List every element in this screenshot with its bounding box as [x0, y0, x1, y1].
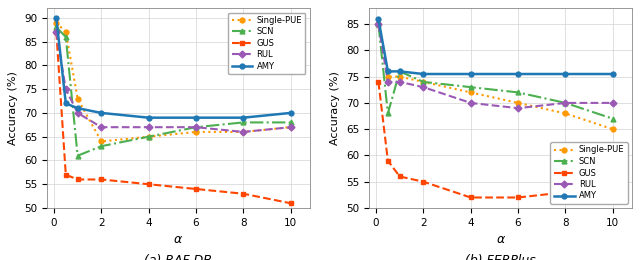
Line: Single-PUE: Single-PUE — [54, 20, 293, 144]
X-axis label: α: α — [174, 233, 182, 246]
SCN — [514, 91, 522, 94]
Single-PUE — [420, 80, 428, 83]
Line: SCN: SCN — [376, 22, 615, 121]
Line: AMY: AMY — [376, 16, 615, 76]
Single-PUE — [74, 97, 81, 100]
RUL — [374, 23, 382, 26]
AMY — [420, 73, 428, 76]
Y-axis label: Accuracy (%): Accuracy (%) — [8, 71, 19, 145]
RUL — [384, 80, 392, 83]
Single-PUE — [239, 130, 247, 133]
RUL — [62, 88, 70, 91]
AMY — [287, 111, 294, 114]
AMY — [396, 70, 404, 73]
Title: (b) FERPlus: (b) FERPlus — [465, 254, 536, 260]
AMY — [609, 73, 616, 76]
Legend: Single-PUE, SCN, GUS, RUL, AMY: Single-PUE, SCN, GUS, RUL, AMY — [228, 12, 305, 74]
RUL — [609, 101, 616, 105]
GUS — [514, 196, 522, 199]
GUS — [467, 196, 474, 199]
SCN — [420, 80, 428, 83]
GUS — [74, 178, 81, 181]
GUS — [609, 180, 616, 183]
Single-PUE — [514, 101, 522, 105]
Single-PUE — [62, 30, 70, 34]
Line: GUS: GUS — [376, 80, 615, 200]
SCN — [384, 112, 392, 115]
GUS — [396, 175, 404, 178]
RUL — [287, 126, 294, 129]
Single-PUE — [384, 75, 392, 78]
RUL — [145, 126, 152, 129]
GUS — [374, 80, 382, 83]
AMY — [239, 116, 247, 119]
AMY — [145, 116, 152, 119]
Line: RUL: RUL — [376, 22, 615, 110]
AMY — [192, 116, 200, 119]
SCN — [561, 101, 569, 105]
SCN — [145, 135, 152, 138]
AMY — [467, 73, 474, 76]
RUL — [52, 30, 60, 34]
Line: RUL: RUL — [54, 30, 293, 134]
RUL — [467, 101, 474, 105]
SCN — [287, 121, 294, 124]
Line: Single-PUE: Single-PUE — [376, 22, 615, 132]
Single-PUE — [374, 23, 382, 26]
Single-PUE — [609, 128, 616, 131]
Title: (a) RAF-DB: (a) RAF-DB — [144, 254, 212, 260]
RUL — [420, 86, 428, 89]
GUS — [287, 202, 294, 205]
RUL — [514, 107, 522, 110]
SCN — [62, 35, 70, 38]
RUL — [239, 130, 247, 133]
Single-PUE — [396, 75, 404, 78]
AMY — [374, 17, 382, 20]
SCN — [609, 117, 616, 120]
SCN — [239, 121, 247, 124]
RUL — [396, 80, 404, 83]
Y-axis label: Accuracy (%): Accuracy (%) — [330, 71, 340, 145]
GUS — [561, 191, 569, 194]
Line: SCN: SCN — [54, 25, 293, 158]
RUL — [97, 126, 105, 129]
AMY — [97, 111, 105, 114]
SCN — [396, 70, 404, 73]
Single-PUE — [467, 91, 474, 94]
Legend: Single-PUE, SCN, GUS, RUL, AMY: Single-PUE, SCN, GUS, RUL, AMY — [550, 142, 627, 204]
Single-PUE — [52, 21, 60, 24]
GUS — [62, 173, 70, 176]
GUS — [52, 30, 60, 34]
Single-PUE — [145, 135, 152, 138]
SCN — [52, 26, 60, 29]
SCN — [374, 23, 382, 26]
AMY — [62, 102, 70, 105]
GUS — [420, 180, 428, 183]
Line: AMY: AMY — [54, 15, 293, 120]
Single-PUE — [561, 112, 569, 115]
GUS — [384, 159, 392, 162]
AMY — [74, 107, 81, 110]
GUS — [239, 192, 247, 195]
Line: GUS: GUS — [54, 30, 293, 206]
RUL — [192, 126, 200, 129]
SCN — [467, 86, 474, 89]
RUL — [74, 111, 81, 114]
AMY — [514, 73, 522, 76]
GUS — [192, 187, 200, 191]
SCN — [97, 145, 105, 148]
SCN — [192, 126, 200, 129]
AMY — [384, 70, 392, 73]
X-axis label: α: α — [496, 233, 504, 246]
RUL — [561, 101, 569, 105]
SCN — [74, 154, 81, 157]
Single-PUE — [97, 140, 105, 143]
AMY — [52, 16, 60, 20]
AMY — [561, 73, 569, 76]
Single-PUE — [192, 130, 200, 133]
GUS — [97, 178, 105, 181]
Single-PUE — [287, 126, 294, 129]
GUS — [145, 183, 152, 186]
